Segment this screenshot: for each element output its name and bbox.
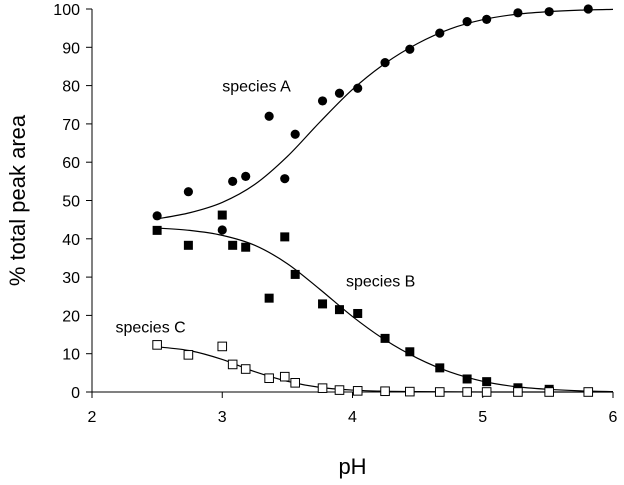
species-b-point (280, 232, 290, 242)
species-c-point (334, 385, 345, 395)
species-c-point (405, 386, 415, 397)
x-axis-title: pH (338, 454, 366, 479)
species-b-point (318, 299, 328, 309)
species-a-point (513, 8, 523, 18)
x-tick-label: 6 (609, 409, 618, 426)
species-a-point (264, 111, 274, 121)
species-a-point (380, 58, 390, 68)
species-b-point (334, 305, 344, 315)
species-a-point (152, 211, 162, 221)
species-b-point (462, 374, 472, 384)
y-tick-label: 0 (71, 385, 80, 402)
species-a-point (280, 174, 290, 184)
x-tick-label: 5 (478, 409, 487, 426)
species-a-point (290, 129, 300, 139)
x-tick-label: 3 (218, 409, 227, 426)
y-tick-label: 30 (62, 270, 80, 287)
species-b-point (482, 377, 492, 387)
species-c-point (279, 371, 290, 382)
species-c-point (317, 383, 328, 393)
species-b-point (264, 293, 274, 303)
species-b-point (405, 347, 415, 357)
species-c-point (352, 386, 363, 396)
species-c-point (227, 359, 238, 370)
species-a-point (482, 14, 492, 24)
data-points (152, 4, 594, 397)
x-tick-label: 4 (348, 409, 357, 426)
species-b-point (152, 225, 162, 235)
fit-curve-3 (157, 346, 614, 393)
species-c-point (462, 387, 472, 397)
x-tick-label: 2 (88, 409, 97, 426)
species-c-point (152, 340, 162, 350)
species-b-point (435, 363, 445, 373)
fit-curve-1 (157, 8, 614, 220)
species-a-point (241, 171, 251, 181)
y-tick-label: 70 (62, 117, 80, 134)
species-c-point (583, 387, 594, 397)
species-c-point (481, 387, 492, 397)
species-a-point (405, 44, 415, 54)
species-a-point (334, 88, 345, 98)
species-a-point (317, 96, 328, 106)
species-c-point (183, 350, 194, 360)
annotation-species-a: species A (222, 78, 291, 95)
y-tick-label: 10 (62, 347, 80, 364)
species-b-point (183, 240, 193, 250)
species-b-point (217, 210, 227, 220)
species-a-point (435, 28, 445, 38)
species-c-point (240, 364, 251, 374)
annotation-species-c: species C (115, 320, 185, 337)
fit-curve-2 (157, 227, 614, 393)
y-axis-title: % total peak area (5, 114, 30, 286)
species-a-point (544, 7, 554, 17)
species-a-point (217, 225, 227, 235)
species-b-point (241, 242, 251, 252)
y-tick-label: 50 (62, 194, 80, 211)
species-a-point (228, 176, 238, 186)
y-tick-label: 40 (62, 232, 80, 249)
species-a-point (353, 83, 363, 93)
species-c-point (513, 387, 523, 397)
species-c-point (290, 378, 300, 388)
species-a-point (462, 17, 472, 27)
y-tick-label: 80 (62, 79, 80, 96)
species-c-point (217, 341, 228, 352)
species-c-point (380, 386, 390, 397)
species-a-point (583, 4, 593, 14)
species-b-point (380, 333, 390, 343)
annotation-species-b: species B (346, 274, 415, 291)
y-tick-label: 60 (62, 155, 80, 172)
axes: 0 10 20 30 40 50 60 70 80 90 100 2 3 4 5 6 (53, 2, 617, 426)
species-c-point (544, 387, 554, 397)
species-c-point (264, 373, 274, 384)
y-tick-label: 100 (53, 2, 80, 19)
y-tick-label: 20 (62, 308, 80, 325)
annotations: species A species B species C (115, 78, 415, 336)
species-c-point (434, 387, 445, 397)
y-tick-label: 90 (62, 40, 80, 57)
species-a-point (183, 187, 193, 197)
species-b-point (353, 308, 363, 318)
species-b-point (290, 269, 300, 279)
species-b-point (228, 240, 238, 250)
